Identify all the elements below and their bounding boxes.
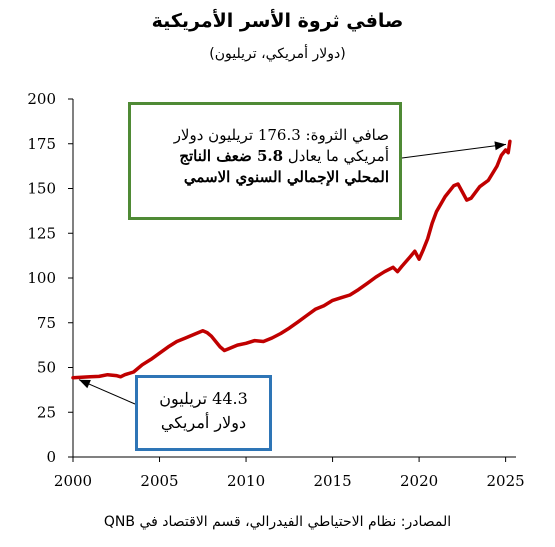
callout-line-2-plain: أمريكي ما يعادل — [283, 147, 389, 165]
x-tick-label: 2020 — [400, 472, 438, 490]
latest-value-callout: صافي الثروة: 176.3 تريليون دولار أمريكي … — [128, 102, 402, 220]
start-callout-line-2: دولار أمريكي — [160, 413, 247, 432]
y-tick-label: 25 — [37, 403, 56, 421]
start-value-callout: 44.3 تريليون دولار أمريكي — [135, 375, 272, 451]
y-tick-label: 175 — [27, 135, 56, 153]
callout-line-2-bold: 5.8 ضعف الناتج — [179, 147, 284, 165]
x-tick-label: 2015 — [313, 472, 351, 490]
y-tick-label: 125 — [27, 224, 56, 242]
callout-line-1: صافي الثروة: 176.3 تريليون دولار — [173, 126, 389, 144]
latest-value-arrow-shaft — [401, 143, 507, 159]
y-tick-label: 100 — [27, 269, 56, 287]
x-tick-label: 2005 — [140, 472, 178, 490]
chart-plot-area — [71, 139, 512, 380]
chart-axes: 0 25 50 75 100 125 150 175 200 2000 2005 2010 2015 20… — [27, 90, 524, 490]
chart-subtitle: (دولار أمريكي، تريليون) — [209, 46, 346, 62]
callout-line-2: أمريكي ما يعادل 5.8 ضعف الناتج — [145, 146, 389, 167]
callout-line-3: المحلي الإجمالي السنوي الاسمي — [183, 168, 389, 186]
annotation-arrows — [78, 141, 507, 405]
x-tick-label: 2010 — [227, 472, 265, 490]
latest-value-arrow-head — [494, 141, 506, 151]
y-tick-label: 75 — [37, 314, 56, 332]
start-callout-line-1: 44.3 تريليون — [159, 389, 248, 408]
y-tick-label: 50 — [37, 359, 56, 377]
y-tick-label: 0 — [46, 448, 56, 466]
y-tick-label: 200 — [27, 90, 56, 108]
start-value-arrow-head — [79, 379, 91, 389]
x-tick-label: 2000 — [54, 472, 92, 490]
series-line — [71, 139, 512, 380]
y-tick-label: 150 — [27, 180, 56, 198]
x-tick-label: 2025 — [487, 472, 525, 490]
source-note: المصادر: نظام الاحتياطي الفيدرالي، قسم ا… — [103, 514, 452, 530]
chart-title: صافي ثروة الأسر الأمريكية — [151, 10, 404, 32]
